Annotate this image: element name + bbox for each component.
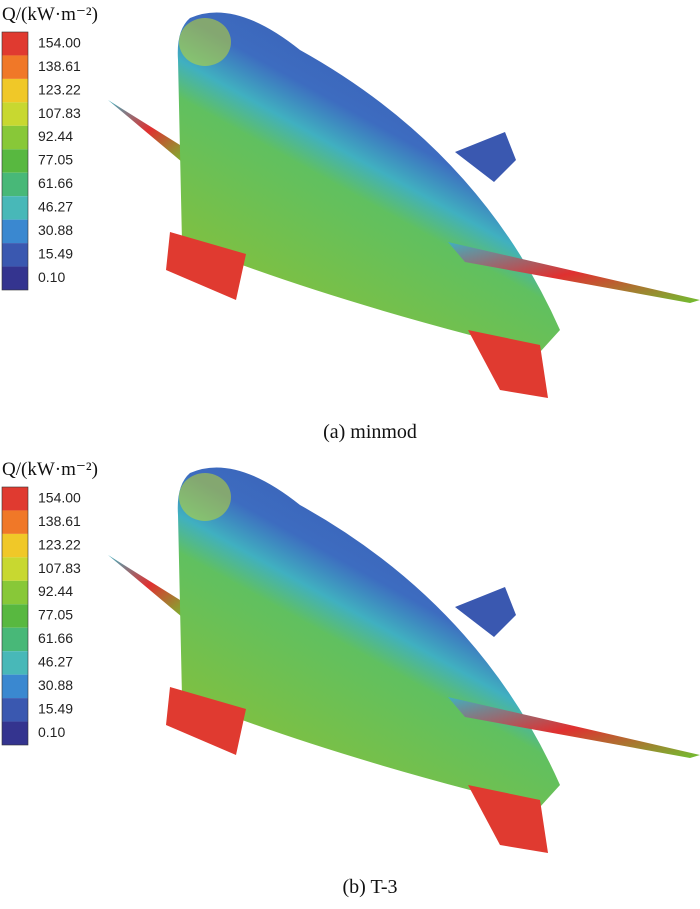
legend-level: 138.61 [38, 58, 81, 74]
caption: (b) T-3 [343, 876, 398, 898]
legend-swatch [2, 78, 28, 103]
legend-swatch [2, 604, 28, 628]
legend-level: 92.44 [38, 128, 73, 144]
legend-level: 15.49 [38, 246, 73, 262]
legend-swatch [2, 580, 28, 605]
legend-swatch [2, 266, 28, 290]
nose [179, 18, 231, 66]
legend-swatch [2, 55, 28, 79]
legend-level: 0.10 [38, 724, 65, 740]
legend-level: 123.22 [38, 536, 81, 552]
legend-level: 107.83 [38, 105, 81, 121]
legend-level: 15.49 [38, 701, 73, 717]
legend-swatch [2, 721, 28, 745]
legend-frame [1, 486, 29, 746]
legend-swatch [2, 533, 28, 558]
legend-level: 107.83 [38, 560, 81, 576]
legend-level: 30.88 [38, 677, 73, 693]
legend-level: 77.05 [38, 152, 73, 168]
legend-swatch [2, 698, 28, 722]
legend-level: 61.66 [38, 175, 73, 191]
legend-swatch [2, 32, 28, 56]
vehicle-body [177, 12, 560, 352]
legend-swatch [2, 651, 28, 675]
legend-title: Q/(kW·m⁻²) [2, 4, 98, 25]
legend-swatch [2, 243, 28, 267]
legend-level: 92.44 [38, 583, 73, 599]
nose [179, 473, 231, 521]
legend-level: 138.61 [38, 513, 81, 529]
legend-level: 61.66 [38, 630, 73, 646]
right-wing [448, 242, 700, 303]
left-fin [166, 232, 246, 300]
legend-swatch [2, 125, 28, 150]
legend-swatch [2, 102, 28, 126]
panel: Q/(kW·m⁻²) 154.00 138.61 123.22 107.83 92.44 7… [1, 4, 700, 443]
legend-swatch [2, 172, 28, 197]
legend-swatch [2, 219, 28, 244]
legend-level: 154.00 [38, 489, 81, 505]
legend-level: 154.00 [38, 34, 81, 50]
legend-swatch [2, 674, 28, 699]
panel: Q/(kW·m⁻²) 154.00 138.61 123.22 107.83 92.44 7… [1, 459, 700, 898]
legend-level: 0.10 [38, 269, 65, 285]
right-fin [468, 330, 548, 398]
legend-level: 30.88 [38, 222, 73, 238]
legend-level: 46.27 [38, 199, 73, 215]
legend-title: Q/(kW·m⁻²) [2, 459, 98, 480]
left-fin [166, 687, 246, 755]
left-wing [108, 100, 188, 162]
vehicle-body [177, 467, 560, 807]
legend-frame [1, 31, 29, 291]
tail-fin [455, 587, 516, 637]
left-wing [108, 555, 188, 617]
legend-swatch [2, 149, 28, 173]
caption: (a) minmod [323, 421, 417, 443]
legend-level: 77.05 [38, 607, 73, 623]
legend-swatch [2, 510, 28, 534]
legend-level: 46.27 [38, 654, 73, 670]
legend-swatch [2, 557, 28, 581]
right-wing [448, 697, 700, 758]
legend-level: 123.22 [38, 81, 81, 97]
tail-fin [455, 132, 516, 182]
legend-swatch [2, 487, 28, 511]
legend-swatch [2, 627, 28, 652]
legend-swatch [2, 196, 28, 220]
right-fin [468, 785, 548, 853]
